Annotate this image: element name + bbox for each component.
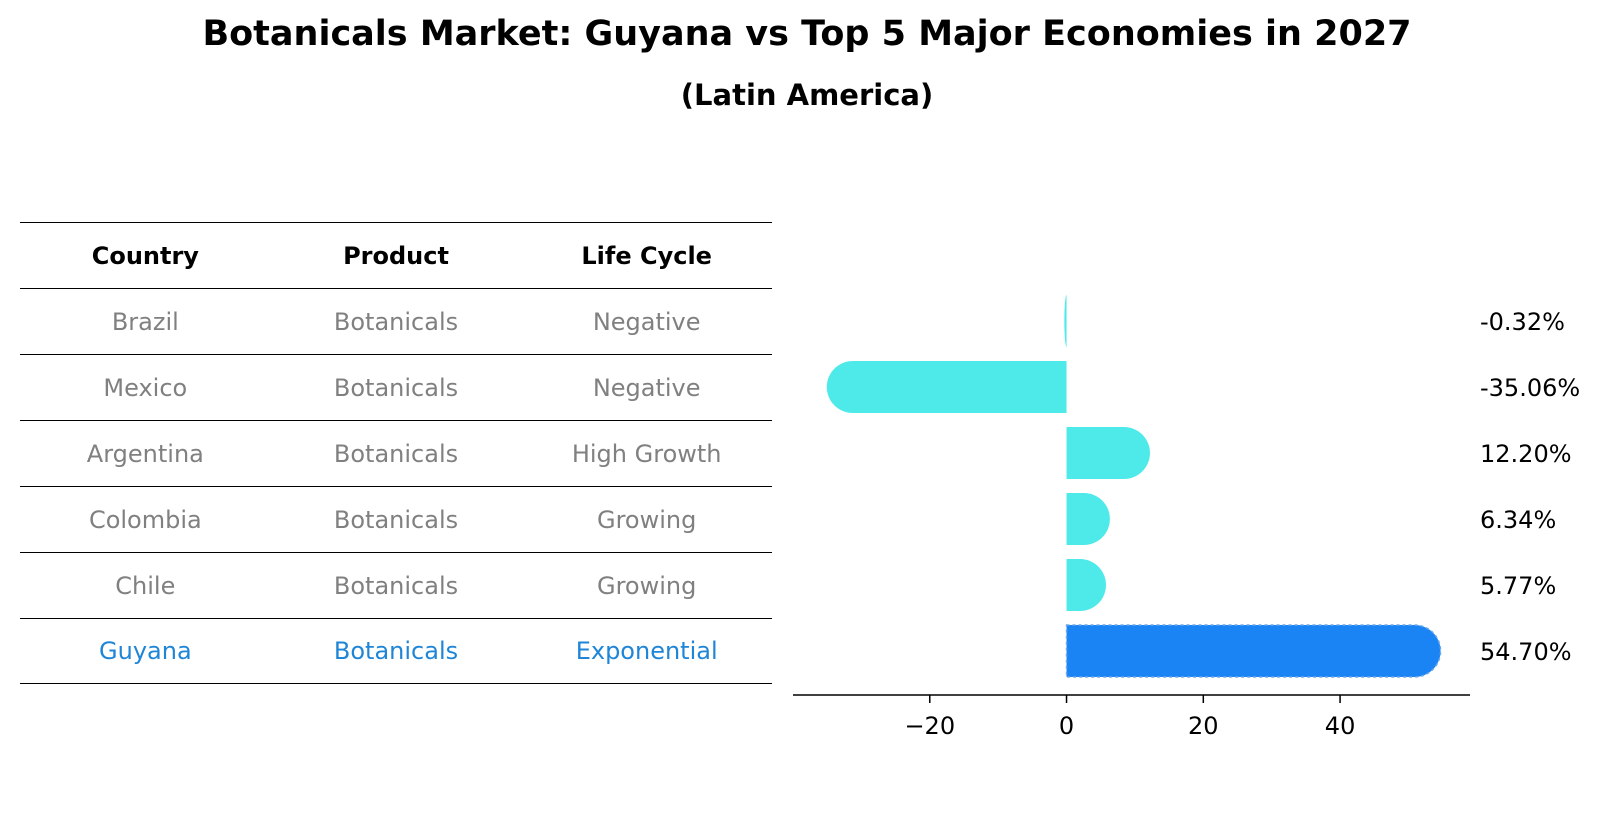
bar-mexico [826,361,1067,413]
table-row: Colombia Botanicals Growing [20,486,772,552]
value-label-brazil: -0.32% [1480,308,1565,336]
x-tick-label: 0 [1059,712,1074,740]
header-country: Country [91,241,199,270]
cell-country: Argentina [86,439,204,468]
value-label-guyana: 54.70% [1480,638,1572,666]
table-row: Mexico Botanicals Negative [20,354,772,420]
x-tick-label: −20 [904,712,955,740]
table-header-row: Country Product Life Cycle [20,222,772,288]
cell-country: Brazil [111,307,179,336]
cell-country: Chile [115,571,176,600]
data-table: Country Product Life Cycle Brazil Botani… [20,222,772,684]
bar-chile [1066,559,1106,611]
cell-product: Botanicals [333,637,459,665]
cell-country: Guyana [99,637,192,665]
table-row: Argentina Botanicals High Growth [20,420,772,486]
value-label-chile: 5.77% [1480,572,1556,600]
bar-brazil [1064,295,1067,347]
cell-product: Botanicals [333,373,459,402]
value-label-colombia: 6.34% [1480,506,1556,534]
cell-country: Mexico [103,373,188,402]
table-row-highlight: Guyana Botanicals Exponential [20,618,772,684]
x-tick-label: 20 [1188,712,1219,740]
cell-life-cycle: Growing [596,571,697,600]
cell-product: Botanicals [333,571,459,600]
header-product: Product [343,241,449,270]
cell-life-cycle: Negative [592,307,701,336]
table-row: Brazil Botanicals Negative [20,288,772,354]
bar-guyana [1065,624,1442,678]
value-label-mexico: -35.06% [1480,374,1580,402]
cell-life-cycle: Growing [596,505,697,534]
chart-subtitle: (Latin America) [680,78,934,112]
value-label-argentina: 12.20% [1480,440,1572,468]
cell-country: Colombia [88,505,202,534]
cell-life-cycle: Negative [592,373,701,402]
bar-colombia [1066,493,1110,545]
x-tick-label: 40 [1325,712,1356,740]
cell-product: Botanicals [333,307,459,336]
cell-product: Botanicals [333,439,459,468]
chart-title: Botanicals Market: Guyana vs Top 5 Major… [202,14,1412,54]
cell-life-cycle: High Growth [571,439,722,468]
header-life-cycle: Life Cycle [581,241,712,270]
table-row: Chile Botanicals Growing [20,552,772,618]
cell-product: Botanicals [333,505,459,534]
bar-argentina [1066,427,1150,479]
cell-life-cycle: Exponential [575,637,718,665]
